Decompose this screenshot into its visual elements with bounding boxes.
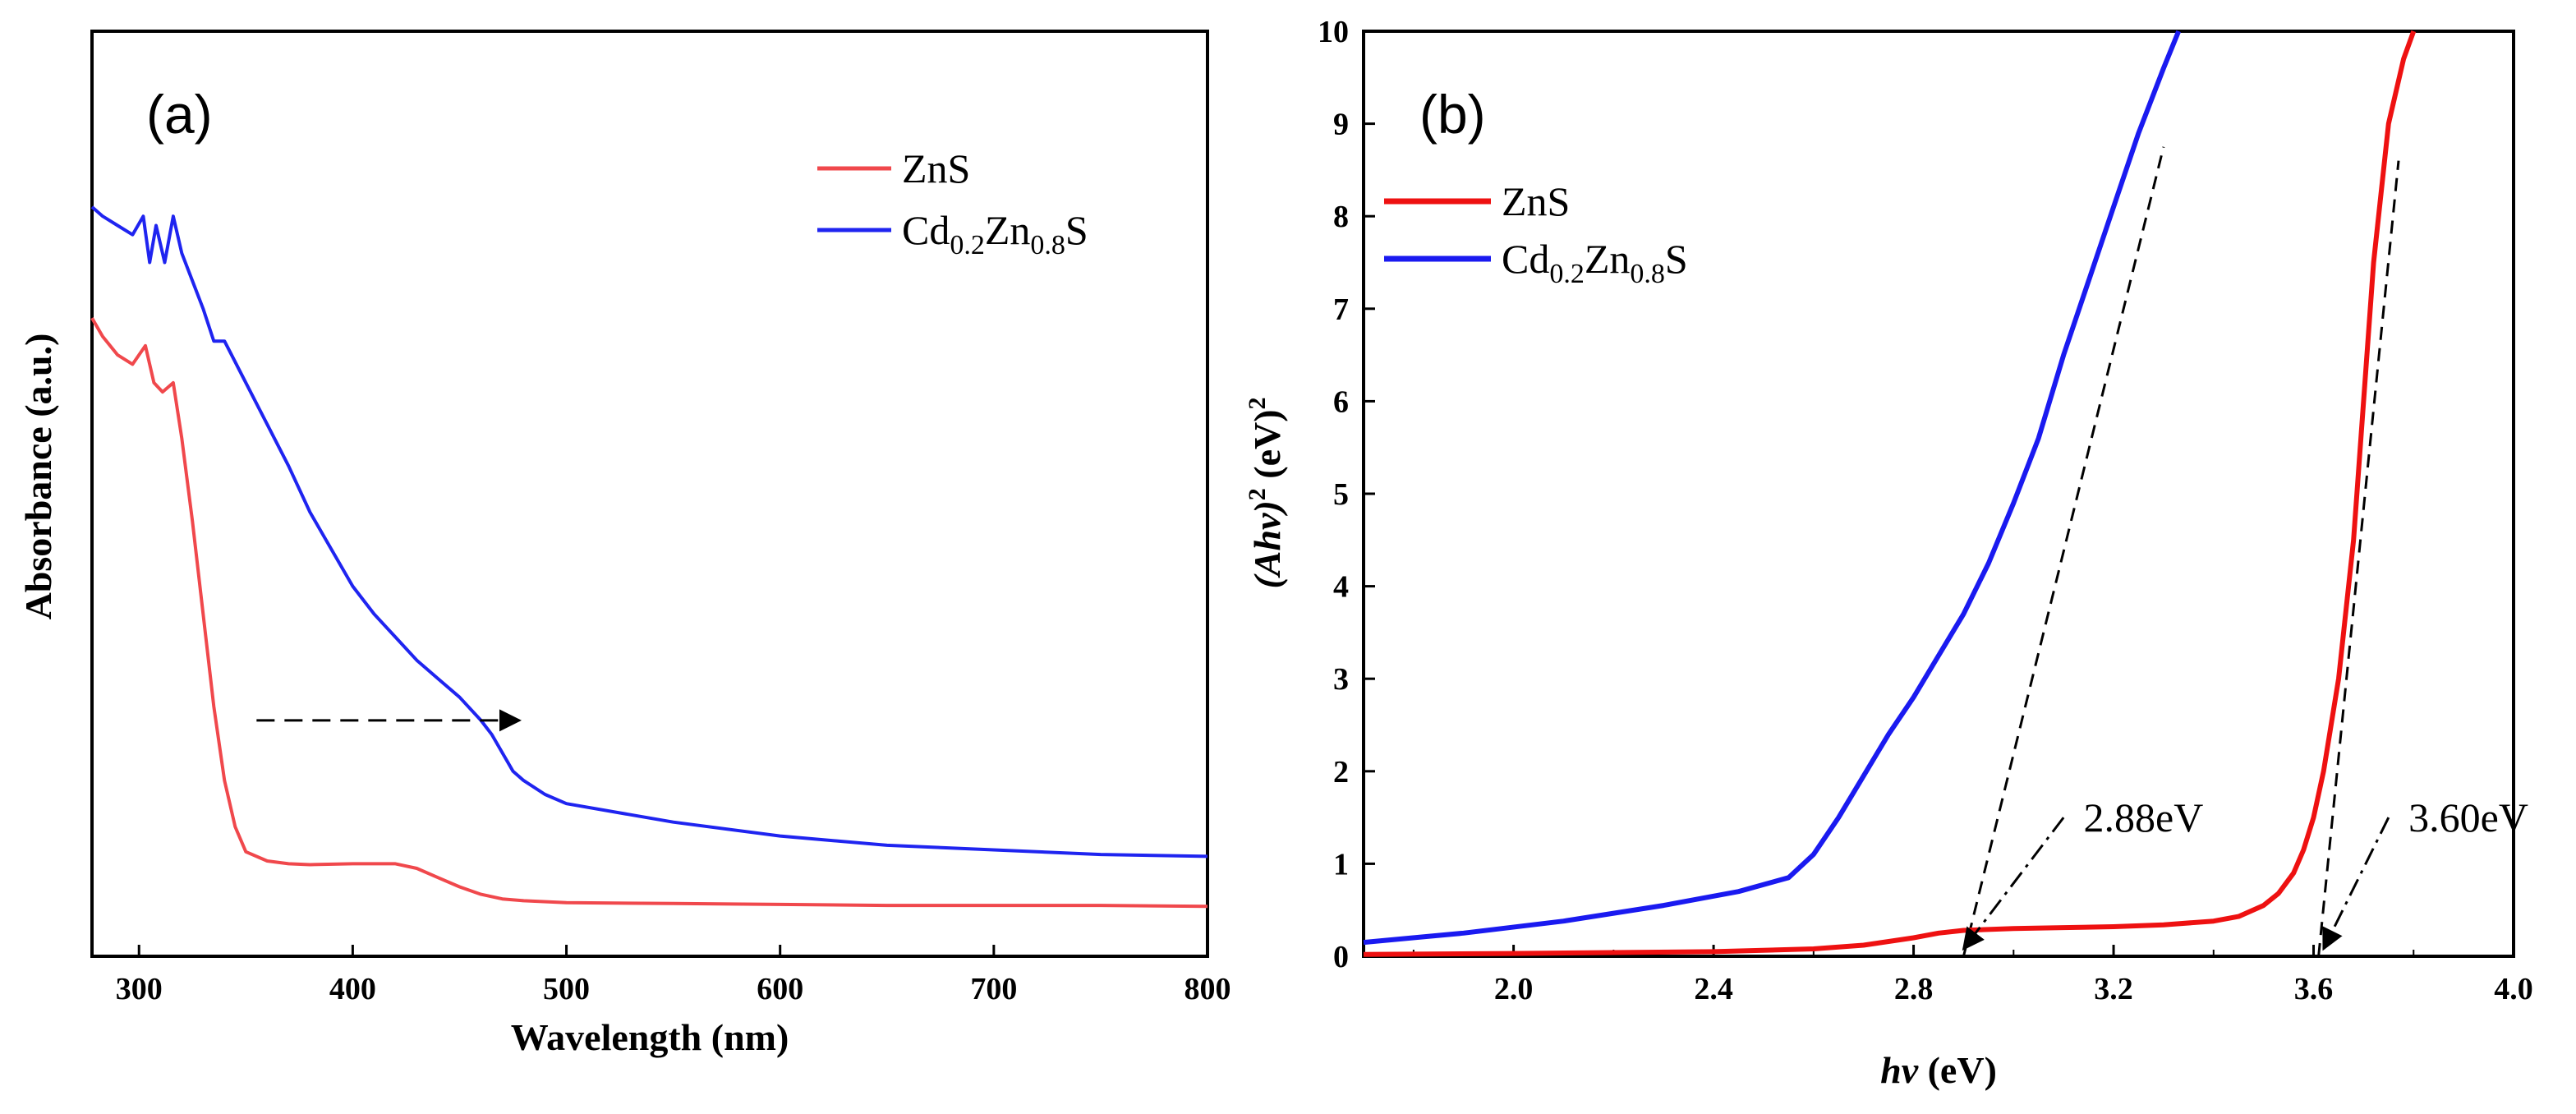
bandgap-label-2-88ev: 2.88eV [2084,794,2204,840]
y-tick-label-b-4: 4 [1333,570,1349,605]
x-axis-ticks-b [1412,945,2515,956]
panel-label-a: (a) [146,84,213,145]
y-tick-label-b-6: 6 [1333,384,1349,419]
x-axis-ticks-a [137,945,1209,956]
x-tick-label-b-2-8: 2.8 [1894,972,1934,1006]
y-tick-label-b-7: 7 [1333,292,1349,327]
y-axis-title-b: (Ahv)2 (eV)2 [1244,397,1288,588]
y-tick-label-b-3: 3 [1333,662,1349,697]
y-tick-label-b-8: 8 [1333,200,1349,234]
annotations-b: 2.88eV 3.60eV [1962,794,2528,951]
y-axis-ticks-b [1364,30,1375,958]
y-tick-label-b-5: 5 [1333,477,1349,512]
x-tick-label-a-800: 800 [1184,972,1231,1006]
series-group-a [90,205,1208,909]
y-tick-label-b-2: 2 [1333,755,1349,789]
y-tick-label-b-1: 1 [1333,847,1349,882]
x-tick-label-b-2-4: 2.4 [1694,972,1733,1006]
x-tick-labels-b: 2.0 2.4 2.8 3.2 3.6 4.0 [1494,972,2533,1006]
series-line-a-zns [90,317,1208,909]
plot-frame-a [90,30,1209,958]
legend-b: ZnS Cd0.2Zn0.8S [1384,178,1688,289]
panel-a: 300 400 500 600 700 800 (a) Wavelength (nm) A… [17,30,1231,1058]
legend-label-cdzns-a: Cd0.2Zn0.8S [902,207,1088,260]
tangent-fit-line-b-2 [2317,160,2400,957]
fit-lines-b [1962,146,2400,957]
y-tick-label-b-0: 0 [1333,940,1349,974]
legend-label-cdzns-b: Cd0.2Zn0.8S [1502,236,1688,289]
panel-label-b: (b) [1419,84,1486,145]
legend-label-zns-a: ZnS [902,145,970,191]
bandgap-label-3-60ev: 3.60eV [2408,794,2528,840]
x-tick-label-a-400: 400 [329,972,376,1006]
x-tick-label-a-700: 700 [970,972,1017,1006]
x-tick-label-a-600: 600 [757,972,803,1006]
x-tick-label-b-2-0: 2.0 [1494,972,1534,1006]
legend-a: ZnS Cd0.2Zn0.8S [817,145,1088,260]
x-axis-title-b: hv (eV) [1880,1049,1997,1091]
plot-frame-b [1362,30,2515,958]
x-tick-label-a-300: 300 [116,972,163,1006]
x-tick-labels-a: 300 400 500 600 700 800 [116,972,1231,1006]
y-tick-labels-b: 0 1 2 3 4 5 6 7 8 9 10 [1318,15,1349,974]
x-tick-label-b-3-6: 3.6 [2294,972,2334,1006]
x-tick-label-a-500: 500 [543,972,590,1006]
series-line-b-zns [1363,30,2417,957]
annotation-arrow-b-2 [2322,817,2390,951]
y-tick-label-b-10: 10 [1318,15,1349,49]
x-tick-label-b-3-2: 3.2 [2094,972,2133,1006]
tangent-fit-line-b-1 [1962,146,2165,957]
y-axis-title-a: Absorbance (a.u.) [17,334,59,620]
panel-b: 2.0 2.4 2.8 3.2 3.6 4.0 0 1 2 3 4 5 6 7 8 9 10 2.88eV 3.… [1244,15,2533,1091]
annotation-arrow-b-1 [1962,817,2065,951]
x-tick-label-b-4-0: 4.0 [2494,972,2533,1006]
series-line-b-cd0-2zn0-8s [1363,30,2181,946]
series-line-a-cd0-2zn0-8s [90,205,1208,859]
y-tick-label-b-9: 9 [1333,108,1349,142]
legend-label-zns-b: ZnS [1502,178,1570,224]
x-axis-title-a: Wavelength (nm) [511,1016,789,1058]
series-group-b [1363,30,2417,957]
